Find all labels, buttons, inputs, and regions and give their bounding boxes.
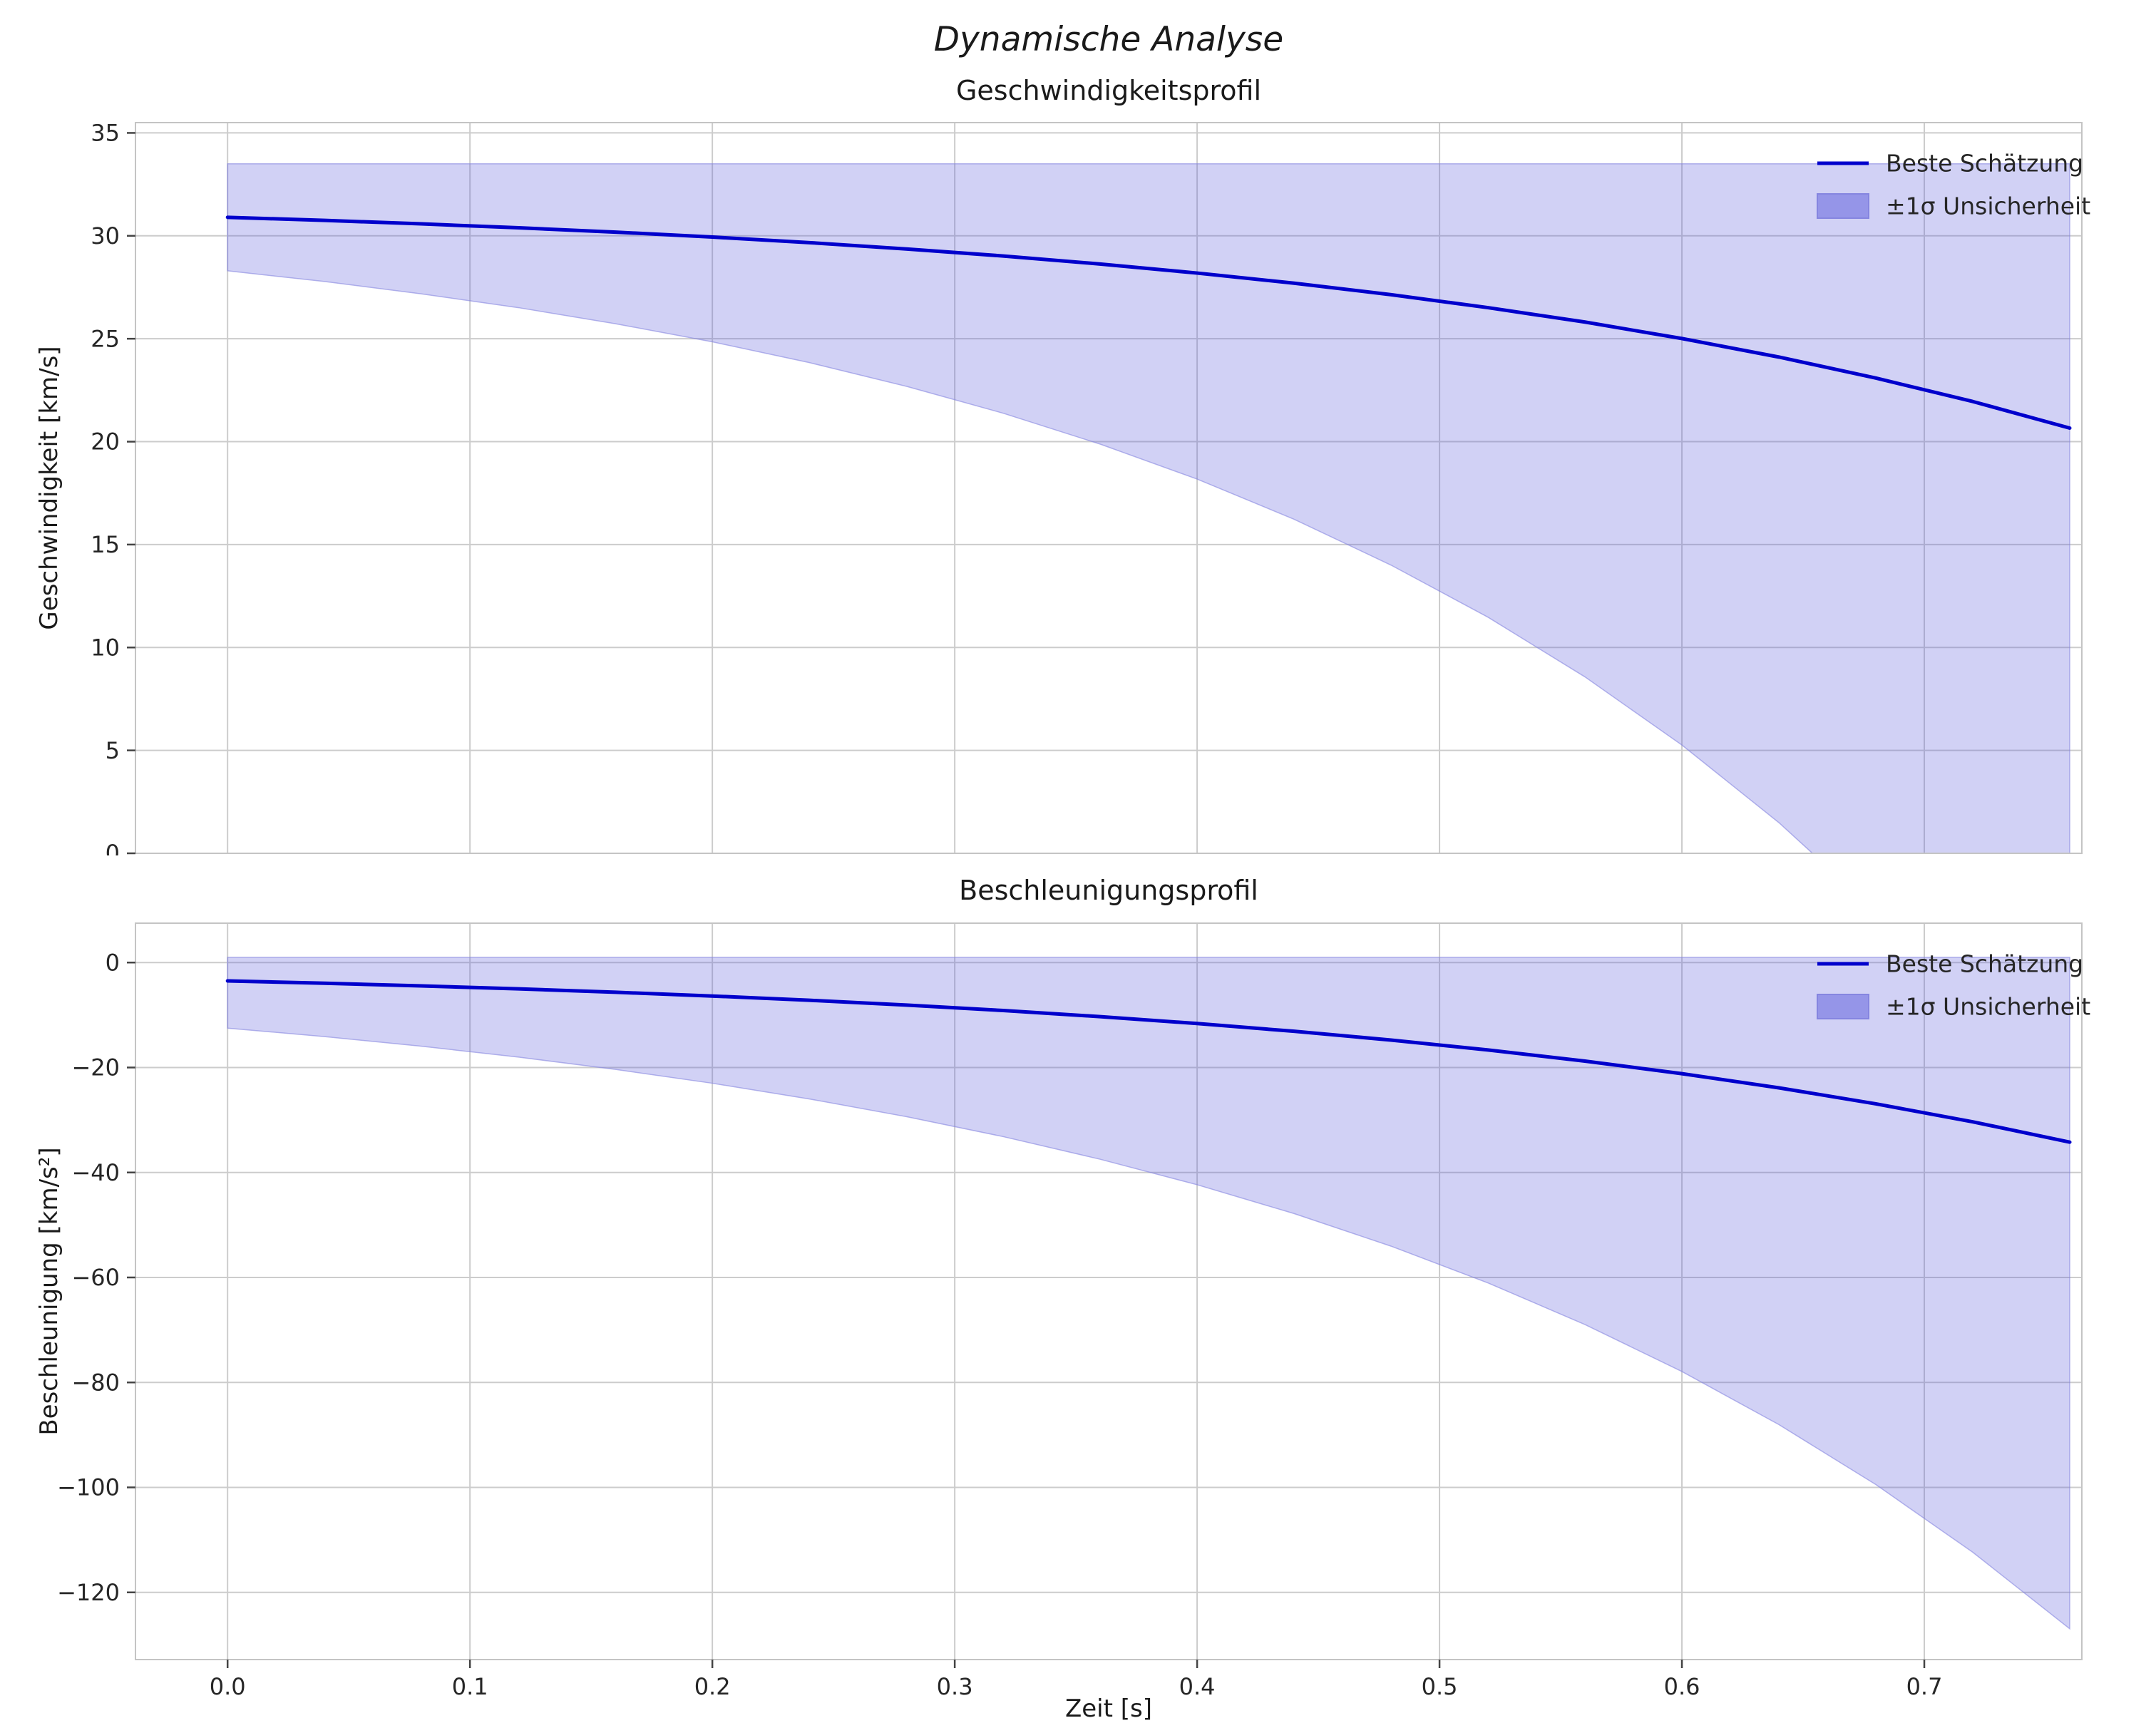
y-tick-label: 30 [91,222,120,250]
y-tick-label: −80 [71,1369,120,1396]
x-tick-label: 0.6 [1664,1673,1700,1700]
y-tick-label: 5 [106,737,120,764]
best-estimate-line [225,215,2072,430]
legend-label-best-estimate: Beste Schätzung [1886,150,2083,178]
x-tick-label: 0.4 [1179,1673,1216,1700]
legend: Beste Schätzung ±1σ Unsicherheit [1817,950,2090,1021]
y-tick-label: −120 [57,1579,120,1606]
legend-label-best-estimate: Beste Schätzung [1886,950,2083,978]
velocity-chart: 0 5 10 15 20 25 30 35 Geschwindigkeitsprofil Gesc… [35,75,2090,855]
y-tick-label: −40 [71,1159,120,1186]
plot-border [135,122,2083,854]
subplot-title: Beschleunigungsprofil [959,875,1258,906]
legend-label-uncertainty: ±1σ Unsicherheit [1886,192,2090,220]
y-tick-label: 0 [106,840,120,855]
y-axis-label: Beschleunigung [km/s²] [35,1147,63,1435]
x-axis-label: Zeit [s] [1065,1694,1152,1723]
best-estimate-line [225,979,2072,1144]
legend-band-swatch [1817,193,1869,219]
acceleration-chart: 0 −20 −40 −60 −80 −100 −120 0.0 0.1 0.2 0.3 0.4 0.5 0… [35,875,2090,1723]
x-tick-label: 0.7 [1906,1673,1943,1700]
y-axis-label: Geschwindigkeit [km/s] [35,346,63,629]
y-tick-label: −100 [57,1474,120,1501]
x-tick-label: 0.2 [694,1673,731,1700]
figure-title: Dynamische Analyse [933,20,1284,59]
y-tick-label: 20 [91,428,120,456]
x-tick-label: 0.1 [452,1673,488,1700]
plot-border [135,922,2083,1660]
x-tick-label: 0.5 [1422,1673,1458,1700]
legend-label-uncertainty: ±1σ Unsicherheit [1886,993,2090,1021]
uncertainty-band [227,957,2070,1630]
y-tick-label: 35 [91,120,120,147]
y-tick-label: 15 [91,531,120,558]
y-tick-label: 25 [91,325,120,352]
y-tick-label: −20 [71,1054,120,1081]
y-tick-label: 0 [106,949,120,976]
uncertainty-band [227,163,2070,853]
legend: Beste Schätzung ±1σ Unsicherheit [1817,150,2090,220]
subplot-title: Geschwindigkeitsprofil [956,75,1261,106]
x-tick-label: 0.0 [210,1673,246,1700]
legend-band-swatch [1817,994,1869,1019]
x-tick-label: 0.3 [937,1673,973,1700]
y-tick-label: 10 [91,634,120,661]
y-tick-label: −60 [71,1264,120,1291]
